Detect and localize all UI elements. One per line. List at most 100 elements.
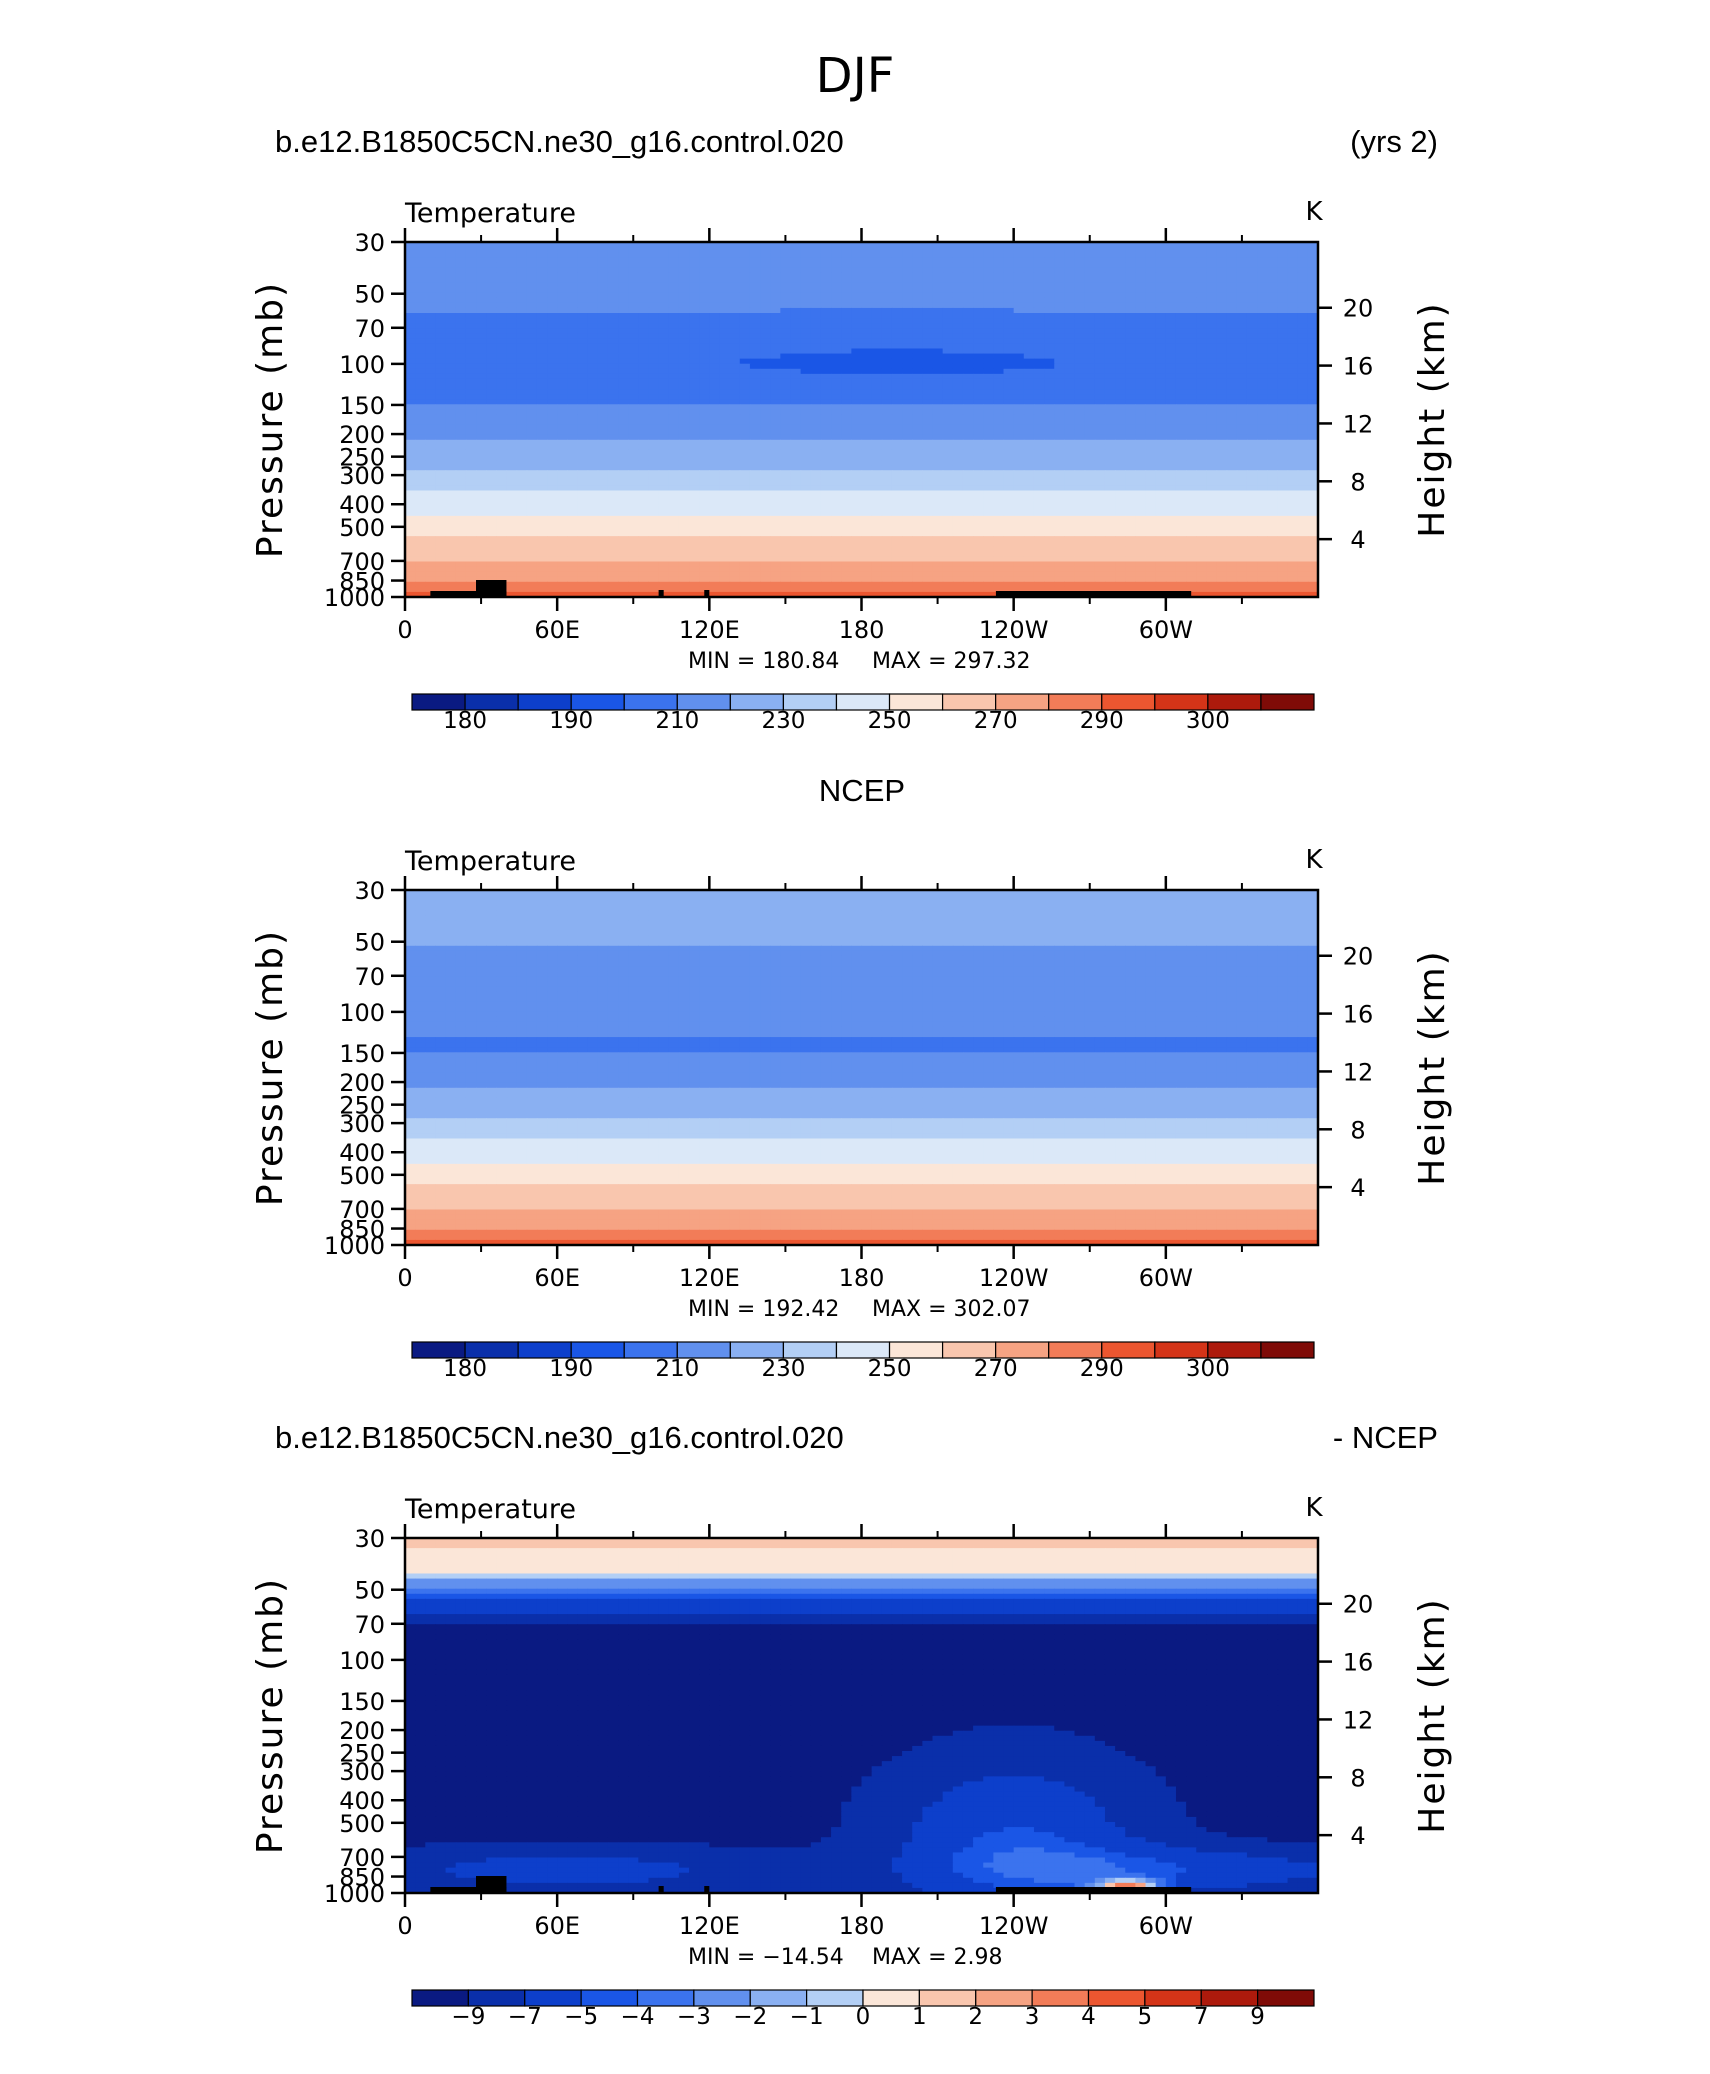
contour-cell — [1095, 252, 1106, 258]
contour-cell — [922, 359, 933, 365]
contour-cell — [1156, 252, 1167, 258]
contour-cell — [476, 262, 487, 268]
contour-cell — [993, 333, 1004, 339]
contour-cell — [801, 293, 812, 299]
contour-cell — [1064, 349, 1075, 355]
contour-cell — [496, 252, 507, 258]
contour-cell — [1237, 247, 1248, 253]
contour-cell — [1075, 343, 1086, 349]
contour-cell — [537, 338, 548, 344]
contour-cell — [415, 283, 426, 289]
contour-cell — [922, 308, 933, 314]
contour-cell — [882, 328, 893, 334]
contour-cell — [456, 247, 467, 253]
contour-cell — [517, 252, 528, 258]
contour-cell — [425, 338, 436, 344]
contour-cell — [740, 328, 751, 334]
contour-cell — [730, 313, 741, 319]
contour-cell — [1166, 323, 1177, 329]
contour-cell — [750, 303, 761, 309]
contour-cell — [1064, 338, 1075, 344]
contour-cell — [709, 303, 720, 309]
contour-cell — [750, 288, 761, 294]
contour-cell — [638, 318, 649, 324]
contour-cell — [1166, 272, 1177, 278]
contour-cell — [669, 278, 680, 284]
contour-cell — [537, 252, 548, 258]
contour-cell — [933, 313, 944, 319]
contour-cell — [618, 288, 629, 294]
contour-cell — [699, 308, 710, 314]
contour-cell — [506, 288, 517, 294]
contour-cell — [557, 338, 568, 344]
contour-cell — [415, 333, 426, 339]
contour-cell — [831, 308, 842, 314]
contour-cell — [1237, 359, 1248, 365]
contour-cell — [1277, 338, 1288, 344]
contour-cell — [425, 267, 436, 273]
contour-cell — [892, 354, 903, 360]
contour-cell — [628, 247, 639, 253]
contour-cell — [1206, 303, 1217, 309]
contour-cell — [567, 359, 578, 365]
contour-cell — [801, 338, 812, 344]
contour-cell — [547, 257, 558, 263]
contour-cell — [506, 349, 517, 355]
contour-cell — [953, 343, 964, 349]
contour-cell — [1166, 278, 1177, 284]
contour-cell — [862, 359, 873, 365]
contour-cell — [1298, 359, 1309, 365]
contour-cell — [689, 247, 700, 253]
contour-cell — [486, 338, 497, 344]
contour-cell — [1288, 267, 1299, 273]
contour-cell — [577, 354, 588, 360]
contour-cell — [517, 328, 528, 334]
contour-cell — [699, 267, 710, 273]
contour-cell — [841, 262, 852, 268]
contour-cell — [537, 349, 548, 355]
contour-cell — [547, 262, 558, 268]
contour-cell — [933, 278, 944, 284]
contour-cell — [1125, 283, 1136, 289]
contour-cell — [1288, 293, 1299, 299]
contour-cell — [1034, 333, 1045, 339]
contour-cell — [527, 247, 538, 253]
contour-cell — [963, 328, 974, 334]
contour-cell — [435, 328, 446, 334]
contour-cell — [628, 293, 639, 299]
contour-cell — [953, 354, 964, 360]
contour-cell — [953, 298, 964, 304]
contour-cell — [801, 318, 812, 324]
contour-cell — [750, 343, 761, 349]
contour-cell — [1044, 257, 1055, 263]
contour-cell — [983, 318, 994, 324]
contour-field — [405, 242, 1319, 598]
contour-cell — [1176, 252, 1187, 258]
contour-cell — [1004, 257, 1015, 263]
contour-cell — [821, 323, 832, 329]
contour-cell — [638, 343, 649, 349]
contour-cell — [628, 318, 639, 324]
contour-cell — [912, 333, 923, 339]
contour-cell — [973, 288, 984, 294]
contour-cell — [588, 343, 599, 349]
contour-cell — [902, 333, 913, 339]
contour-cell — [1227, 333, 1238, 339]
contour-cell — [740, 278, 751, 284]
contour-cell — [730, 247, 741, 253]
contour-cell — [709, 349, 720, 355]
contour-cell — [851, 313, 862, 319]
contour-cell — [669, 313, 680, 319]
contour-cell — [598, 293, 609, 299]
contour-cell — [1267, 262, 1278, 268]
contour-cell — [902, 272, 913, 278]
contour-cell — [1196, 359, 1207, 365]
contour-cell — [405, 278, 416, 284]
contour-cell — [608, 272, 619, 278]
contour-cell — [780, 283, 791, 289]
contour-cell — [577, 262, 588, 268]
contour-cell — [659, 303, 670, 309]
contour-cell — [537, 354, 548, 360]
contour-cell — [770, 323, 781, 329]
contour-cell — [770, 252, 781, 258]
